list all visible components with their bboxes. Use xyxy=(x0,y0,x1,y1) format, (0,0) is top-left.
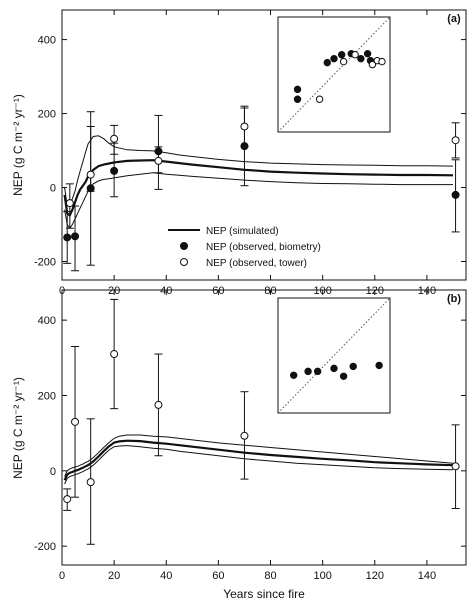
inset-point-open xyxy=(339,57,348,66)
panel-a-ylabel: NEP (g C m⁻² yr⁻¹) xyxy=(11,94,25,196)
panel-a-yticks: -200 0 200 400 xyxy=(34,35,466,269)
panel-b: (b) NEP (g C m⁻² yr⁻¹) -200 0 200 400 0 20 40… xyxy=(11,289,467,582)
tower-point xyxy=(110,134,119,143)
inset-point-filled xyxy=(363,50,372,58)
legend-label-biometry: NEP (observed, biometry) xyxy=(206,242,321,253)
inset-point-open xyxy=(315,95,324,103)
tower-point xyxy=(154,156,163,165)
tower-point xyxy=(154,400,163,409)
inset-point-filled xyxy=(293,85,302,94)
inset-point-filled xyxy=(349,362,357,371)
tower-point xyxy=(65,199,74,208)
simulated-upper-line xyxy=(64,135,454,207)
inset-one-to-one-line xyxy=(277,16,391,133)
simulated-mean-line xyxy=(63,159,454,217)
x-tick-label: 80 xyxy=(264,570,276,582)
panel-b-inset-frame xyxy=(277,297,391,414)
panel-b-frame xyxy=(61,289,467,566)
x-tick-label: 0 xyxy=(59,570,65,582)
panel-a-frame xyxy=(61,9,467,281)
y-tick-label: 200 xyxy=(38,109,56,121)
simulated-mean-line xyxy=(63,439,454,481)
inset-point-filled xyxy=(330,364,338,373)
tower-point xyxy=(71,417,80,426)
tower-point xyxy=(63,495,72,504)
panel-b-inset xyxy=(277,297,391,414)
panel-b-xticks: 0 20 40 60 80 100 120 140 xyxy=(59,290,436,582)
inset-point-filled xyxy=(304,367,312,376)
panel-a-label: (a) xyxy=(447,13,461,25)
inset-point-filled xyxy=(339,372,348,380)
legend-marker-tower xyxy=(180,258,188,266)
simulated-upper-line xyxy=(64,434,454,477)
tower-point xyxy=(451,462,460,471)
x-tick-label: 60 xyxy=(212,570,224,582)
biometry-point xyxy=(451,190,460,199)
y-tick-label: -200 xyxy=(34,257,56,269)
tower-point xyxy=(110,350,119,359)
biometry-point xyxy=(110,166,119,175)
inset-point-filled xyxy=(375,361,383,370)
legend-marker-biometry xyxy=(180,242,188,250)
tower-point xyxy=(451,136,460,145)
tower-point xyxy=(240,122,249,131)
legend-label-simulated: NEP (simulated) xyxy=(206,226,279,237)
panel-a-inset xyxy=(277,16,391,133)
simulated-lower-line xyxy=(64,445,454,485)
x-tick-label: 40 xyxy=(160,570,172,582)
tower-point xyxy=(86,478,95,487)
legend-label-tower: NEP (observed, tower) xyxy=(206,258,307,269)
panel-b-label: (b) xyxy=(447,293,461,305)
y-tick-label: 0 xyxy=(50,183,56,195)
inset-point-filled xyxy=(330,54,338,63)
inset-point-filled xyxy=(357,54,365,63)
inset-point-filled xyxy=(313,367,322,376)
y-tick-label: 0 xyxy=(50,466,56,478)
panel-b-series xyxy=(63,298,460,545)
y-tick-label: -200 xyxy=(34,541,56,553)
inset-point-filled xyxy=(323,58,331,67)
inset-point-filled xyxy=(289,371,298,379)
panel-a-inset-frame xyxy=(277,16,391,133)
x-tick-label: 20 xyxy=(108,570,120,582)
biometry-point xyxy=(71,232,80,241)
panel-b-yticks: -200 0 200 400 xyxy=(34,315,466,553)
tower-point xyxy=(86,170,95,179)
panel-a-series xyxy=(63,105,460,272)
inset-point-open xyxy=(368,60,377,69)
inset-one-to-one-line xyxy=(277,297,391,414)
x-tick-label: 140 xyxy=(418,570,436,582)
panel-b-ylabel: NEP (g C m⁻² yr⁻¹) xyxy=(11,377,25,479)
y-tick-label: 400 xyxy=(38,315,56,327)
x-tick-label: 100 xyxy=(313,570,331,582)
inset-point-open xyxy=(378,57,386,66)
panel-a-legend: NEP (simulated) NEP (observed, biometry)… xyxy=(168,226,321,269)
tower-point xyxy=(240,431,249,440)
x-axis-label: Years since fire xyxy=(223,587,305,601)
x-tick-label: 120 xyxy=(366,570,384,582)
biometry-point xyxy=(63,233,72,242)
inset-point-filled xyxy=(293,95,302,103)
y-tick-label: 400 xyxy=(38,35,56,47)
y-tick-label: 200 xyxy=(38,390,56,402)
inset-point-filled xyxy=(337,51,346,59)
inset-point-open xyxy=(351,51,359,59)
simulated-lower-line xyxy=(64,172,453,230)
